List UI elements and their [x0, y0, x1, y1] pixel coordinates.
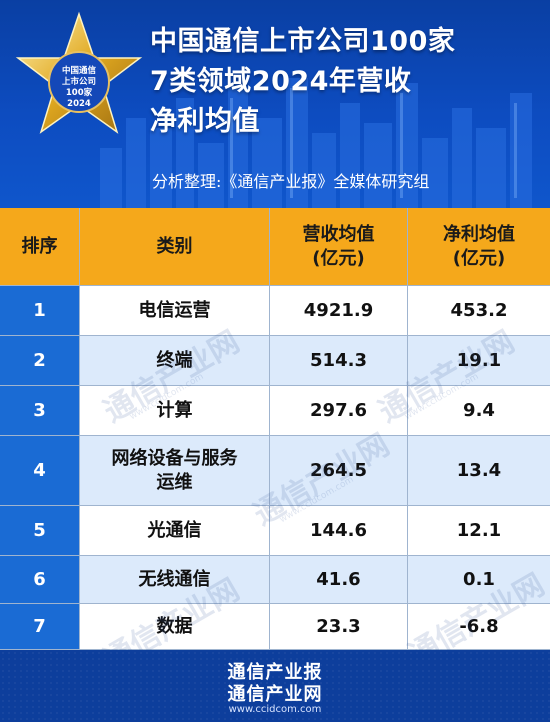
profit-cell: 453.2 [408, 286, 550, 335]
revenue-cell: 297.6 [270, 386, 408, 435]
header-profit: 净利均值 (亿元) [408, 208, 550, 285]
star-logo-text: 中国通信 上市公司 100家 2024 [44, 66, 114, 110]
revenue-cell: 41.6 [270, 556, 408, 603]
table-row: 6 无线通信 41.6 0.1 [0, 556, 550, 604]
city-skyline-decoration [100, 78, 532, 208]
header-category: 类别 [80, 208, 270, 285]
table-row: 2 终端 514.3 19.1 [0, 336, 550, 386]
profit-cell: 0.1 [408, 556, 550, 603]
revenue-cell: 4921.9 [270, 286, 408, 335]
logo-line4: 2024 [67, 99, 91, 109]
rank-cell: 2 [0, 336, 80, 385]
category-line1: 网络设备与服务 [111, 447, 238, 469]
profit-cell: -6.8 [408, 604, 550, 649]
profit-cell: 9.4 [408, 386, 550, 435]
rank-cell: 7 [0, 604, 80, 649]
header-profit-unit: (亿元) [452, 247, 506, 269]
header-revenue: 营收均值 (亿元) [270, 208, 408, 285]
header-revenue-label: 营收均值 [302, 223, 375, 245]
logo-line2: 上市公司 [61, 77, 96, 87]
revenue-cell: 514.3 [270, 336, 408, 385]
category-cell: 终端 [80, 336, 270, 385]
profit-cell: 13.4 [408, 436, 550, 505]
footer-url: www.ccidcom.com [228, 704, 322, 715]
rank-cell: 5 [0, 506, 80, 555]
title-line1: 中国通信上市公司100家 [150, 26, 456, 57]
header-profit-label: 净利均值 [443, 223, 515, 245]
rank-cell: 3 [0, 386, 80, 435]
table-row: 5 光通信 144.6 12.1 [0, 506, 550, 556]
logo-line3: 100家 [65, 88, 93, 98]
footer-brand-newspaper: 通信产业报 [227, 662, 323, 683]
category-cell: 光通信 [80, 506, 270, 555]
footer-banner: 通信产业报 通信产业网 www.ccidcom.com [0, 650, 550, 722]
profit-cell: 12.1 [408, 506, 550, 555]
table-row: 3 计算 297.6 9.4 [0, 386, 550, 436]
revenue-cell: 23.3 [270, 604, 408, 649]
footer-brand-website: 通信产业网 [227, 684, 323, 705]
category-cell: 无线通信 [80, 556, 270, 603]
table-row: 7 数据 23.3 -6.8 [0, 604, 550, 650]
revenue-cell: 144.6 [270, 506, 408, 555]
table-row: 4 网络设备与服务 运维 264.5 13.4 [0, 436, 550, 506]
category-cell: 电信运营 [80, 286, 270, 335]
rank-cell: 4 [0, 436, 80, 505]
category-cell: 数据 [80, 604, 270, 649]
profit-cell: 19.1 [408, 336, 550, 385]
page-title: 中国通信上市公司100家 7类领域2024年营收 净利均值 [150, 22, 545, 142]
star-logo-icon [15, 11, 143, 134]
table-row: 1 电信运营 4921.9 453.2 [0, 286, 550, 336]
category-cell: 网络设备与服务 运维 [80, 436, 270, 505]
category-line2: 运维 [156, 471, 193, 493]
header-banner: 中国通信 上市公司 100家 2024 中国通信上市公司100家 7类领域202… [0, 0, 550, 208]
revenue-cell: 264.5 [270, 436, 408, 505]
rank-cell: 1 [0, 286, 80, 335]
page-subtitle: 分析整理:《通信产业报》全媒体研究组 [152, 172, 430, 191]
logo-line1: 中国通信 [61, 66, 96, 76]
category-cell: 计算 [80, 386, 270, 435]
header-revenue-unit: (亿元) [312, 247, 365, 269]
title-line2: 7类领域2024年营收 [150, 66, 412, 97]
rank-cell: 6 [0, 556, 80, 603]
title-line3: 净利均值 [150, 106, 260, 137]
data-table: 排序 类别 营收均值 (亿元) 净利均值 (亿元) 1 电信运营 4921.9 … [0, 208, 550, 650]
header-rank: 排序 [0, 208, 80, 285]
table-header-row: 排序 类别 营收均值 (亿元) 净利均值 (亿元) [0, 208, 550, 286]
